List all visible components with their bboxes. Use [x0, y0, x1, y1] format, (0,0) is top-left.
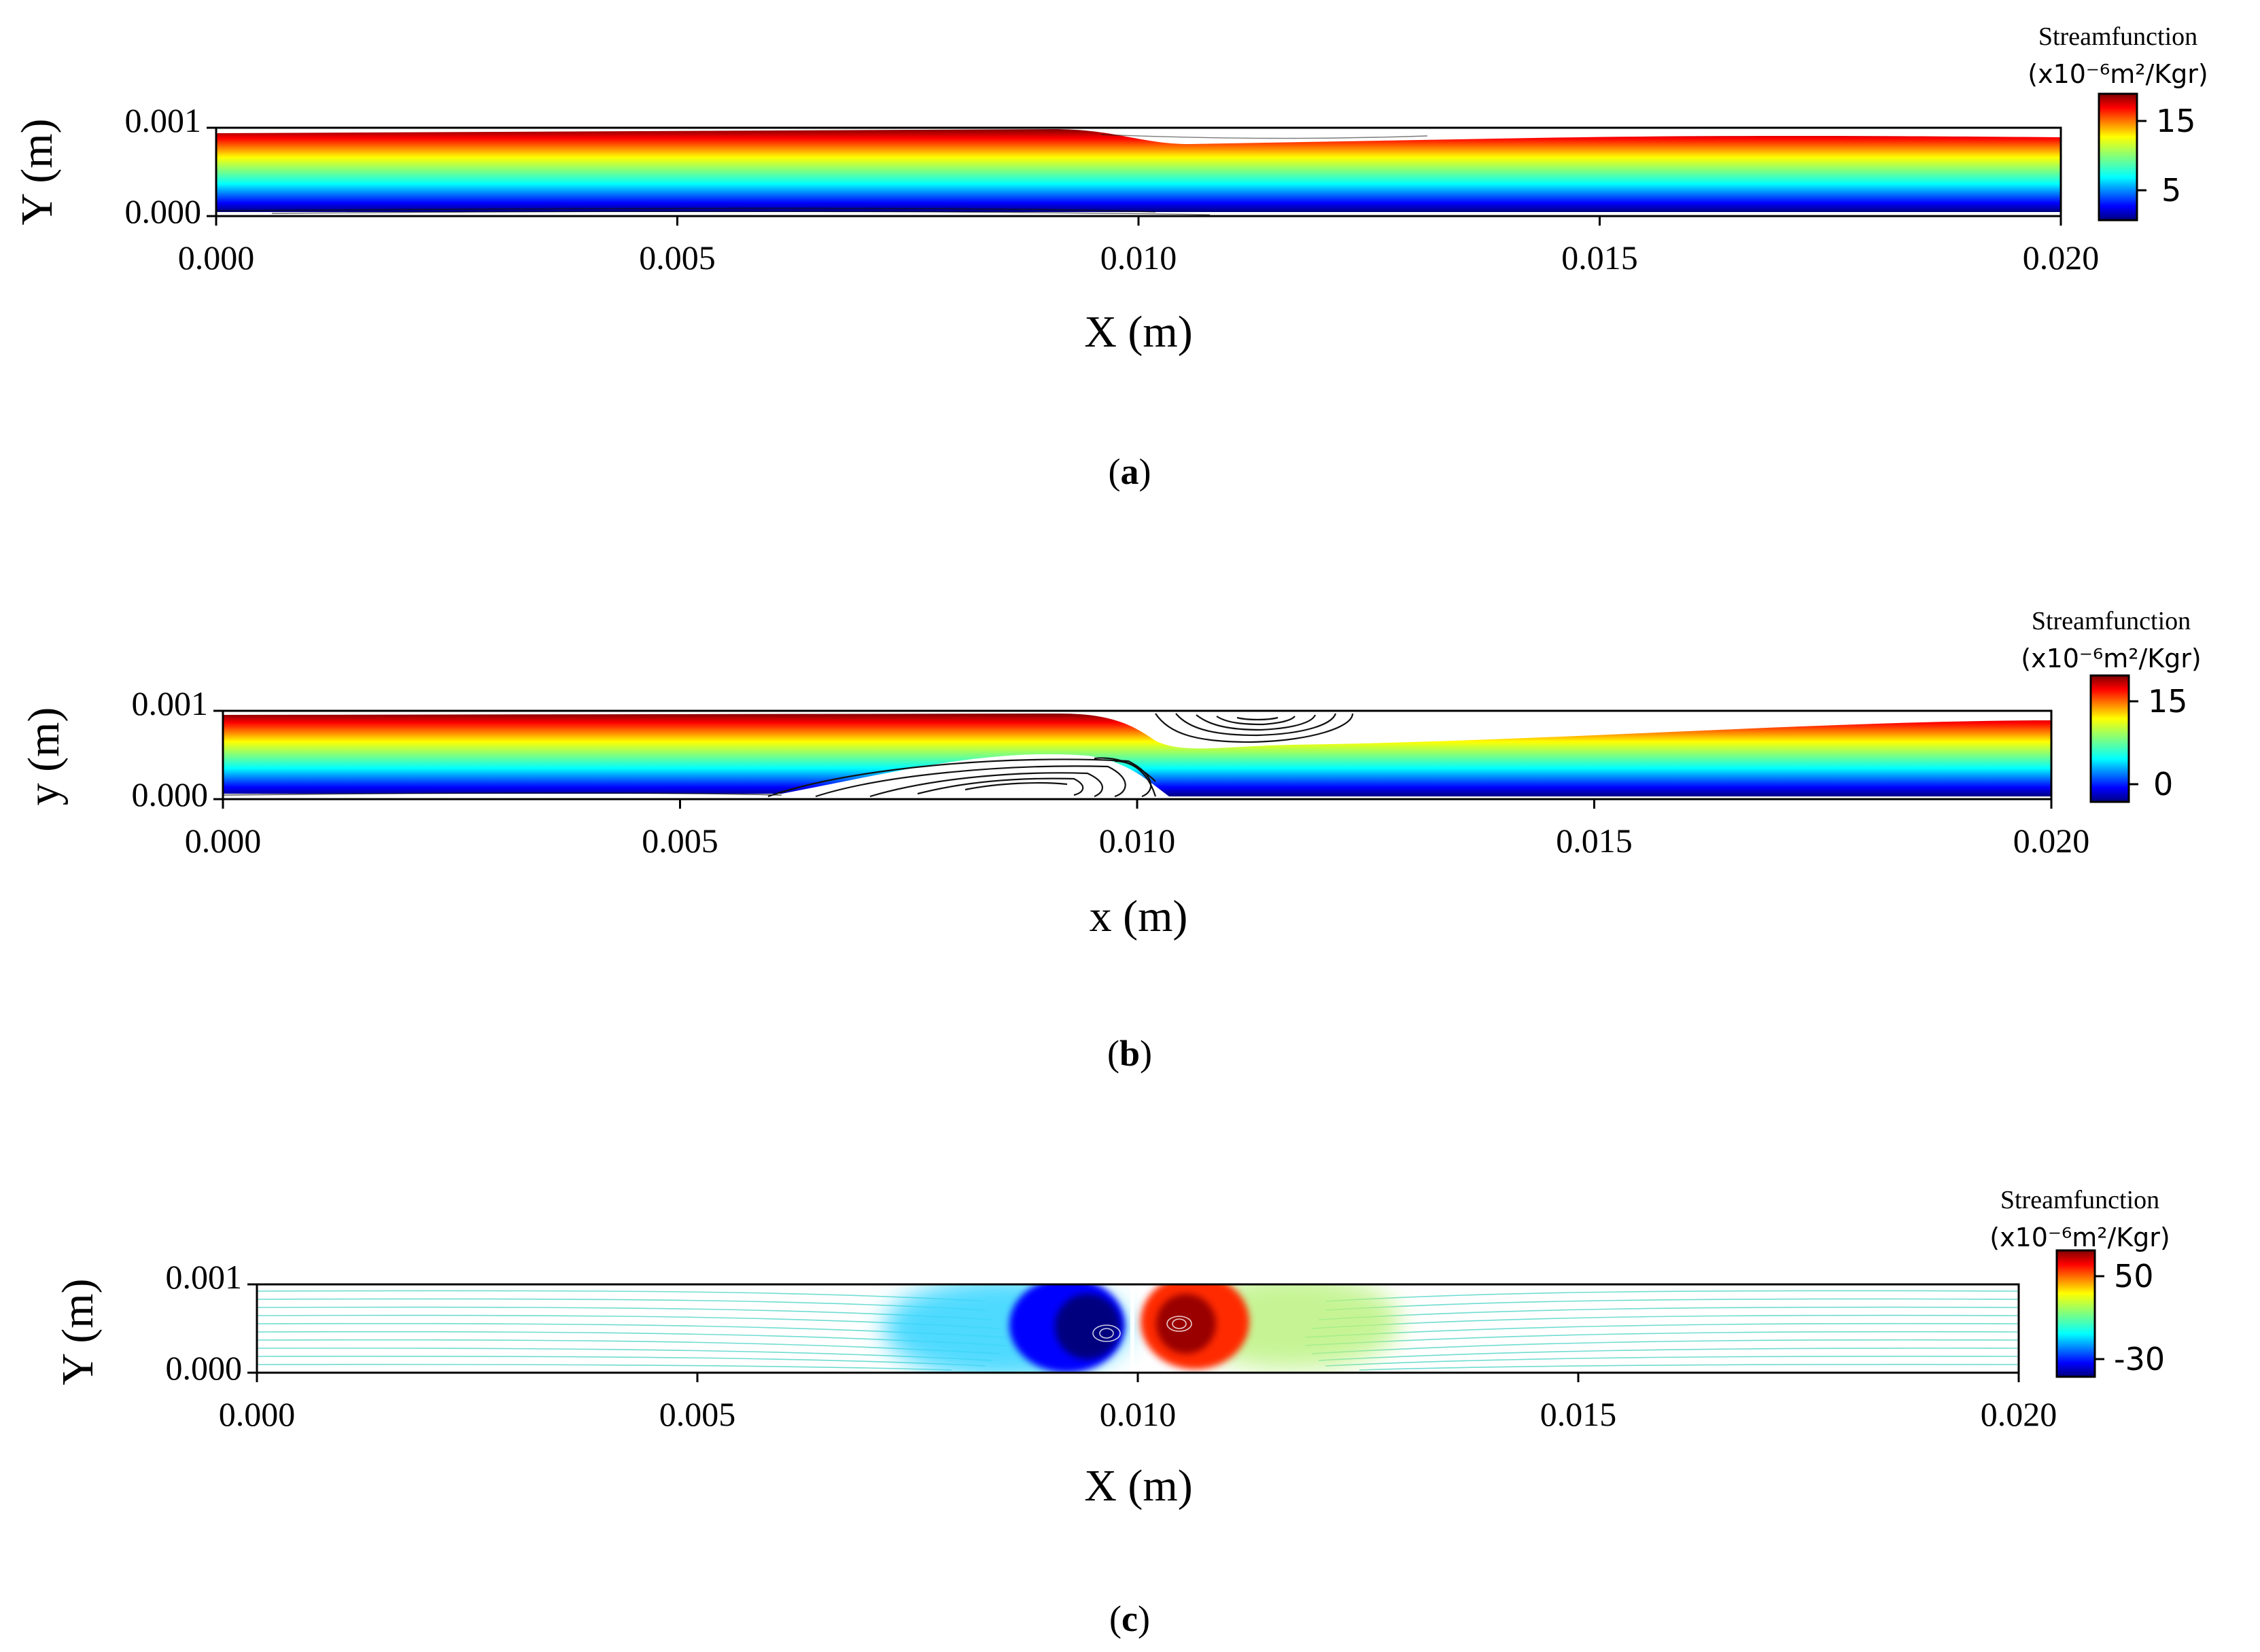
panel-c-colorbar-tick-low: -30 — [2114, 1341, 2165, 1377]
panel-c-x-ticks: 0.000 0.005 0.010 0.015 0.020 — [219, 1373, 2057, 1433]
panel-a-colorbar-units: (x10⁻⁶m²/Kgr) — [2028, 59, 2208, 89]
panel-c-colorbar-bar — [2055, 1249, 2096, 1378]
panel-b-streamline-bottom — [223, 792, 782, 796]
panel-c-x-axis-label: X (m) — [1084, 1461, 1192, 1511]
panel-a-y-ticks: 0.000 0.001 — [125, 101, 216, 230]
panel-c-x-tick-label: 0.000 — [219, 1395, 296, 1433]
panel-c-colorbar: Streamfunction (x10⁻⁶m²/Kgr) 50 -30 — [1989, 1186, 2170, 1378]
panel-b-y-tick-label: 0.001 — [132, 684, 209, 722]
panel-c-x-tick-label: 0.005 — [659, 1395, 736, 1433]
panel-b-x-tick-label: 0.015 — [1556, 822, 1633, 860]
panel-a-x-tick-label: 0.005 — [639, 239, 716, 277]
panel-a-colorbar-tick-high: 15 — [2156, 103, 2196, 139]
panel-b-vortex-top — [1155, 713, 1354, 743]
panel-b-x-axis-label: x (m) — [1090, 892, 1188, 941]
panel-b-vortex-bottom — [767, 757, 1157, 798]
panel-a-caption: (a) — [1109, 451, 1151, 492]
panel-a-colorbar-title: Streamfunction — [2038, 22, 2197, 51]
panel-a-x-tick-label: 0.000 — [178, 239, 255, 277]
panel-b-plot-area — [222, 709, 2053, 801]
panel-a-y-tick-label: 0.000 — [125, 192, 202, 230]
panel-b-colorbar-bar — [2089, 674, 2130, 803]
panel-a-y-axis-label: Y (m) — [12, 118, 62, 225]
panel-a: 0.000 0.005 0.010 0.015 0.020 0.000 0.001 X (… — [12, 22, 2208, 492]
panel-b-x-tick-label: 0.000 — [185, 822, 262, 860]
panel-b-colorbar-tick-low: 0 — [2153, 766, 2173, 803]
panel-b-y-axis-label: y (m) — [19, 707, 69, 806]
panel-c-colorbar-units: (x10⁻⁶m²/Kgr) — [1989, 1223, 2170, 1252]
panel-b-x-tick-label: 0.005 — [642, 822, 718, 860]
panel-c-x-tick-label: 0.020 — [1981, 1395, 2057, 1433]
panel-c-y-tick-label: 0.000 — [166, 1349, 243, 1387]
panel-b-x-tick-label: 0.020 — [2013, 822, 2090, 860]
panel-a-x-tick-label: 0.020 — [2023, 239, 2100, 277]
panel-c-y-tick-label: 0.001 — [166, 1258, 243, 1296]
panel-a-x-tick-label: 0.015 — [1561, 239, 1638, 277]
panel-b-caption: (b) — [1107, 1033, 1152, 1074]
panel-a-x-tick-label: 0.010 — [1100, 239, 1177, 277]
panel-b-y-tick-label: 0.000 — [132, 775, 209, 813]
panel-b-streamfunction-field — [223, 714, 2051, 796]
panel-a-colorbar-bar — [2098, 92, 2138, 222]
panel-b-y-ticks: 0.000 0.001 — [132, 684, 223, 813]
panel-b: 0.000 0.005 0.010 0.015 0.020 0.000 0.001 x (… — [19, 607, 2202, 1074]
panel-a-streamfunction-field — [216, 129, 2061, 212]
panel-a-colorbar-tick-low: 5 — [2161, 172, 2181, 209]
panel-a-y-tick-label: 0.001 — [125, 101, 202, 139]
panel-c-separation-line — [1130, 1284, 1134, 1373]
panel-c-colorbar-tick-high: 50 — [2114, 1258, 2154, 1295]
panel-a-streamline-bottom-2 — [271, 211, 1211, 215]
panel-b-x-ticks: 0.000 0.005 0.010 0.015 0.020 — [185, 799, 2090, 860]
panel-c-plot-area — [256, 1283, 2020, 1374]
panel-c-caption: (c) — [1109, 1598, 1150, 1639]
panel-b-colorbar: Streamfunction (x10⁻⁶m²/Kgr) 15 0 — [2021, 607, 2202, 803]
panel-c-background — [257, 1284, 2019, 1373]
panel-b-colorbar-tick-high: 15 — [2148, 683, 2188, 720]
panel-c-y-axis-label: Y (m) — [53, 1278, 103, 1385]
panel-a-colorbar: Streamfunction (x10⁻⁶m²/Kgr) 15 5 — [2028, 22, 2208, 222]
panel-a-x-ticks: 0.000 0.005 0.010 0.015 0.020 — [178, 216, 2100, 277]
panel-c-vortex-contours — [1092, 1316, 1192, 1342]
panel-a-streamline-top — [1100, 134, 1428, 139]
panel-a-streamline-bottom — [216, 207, 1156, 213]
panel-a-x-axis-label: X (m) — [1084, 307, 1192, 357]
panel-b-colorbar-units: (x10⁻⁶m²/Kgr) — [2021, 644, 2202, 673]
panel-a-plot-area — [215, 126, 2062, 217]
panel-b-colorbar-title: Streamfunction — [2032, 607, 2191, 635]
panel-c: 0.000 0.005 0.010 0.015 0.020 0.000 0.001 X (… — [53, 1186, 2170, 1639]
panel-c-x-tick-label: 0.015 — [1540, 1395, 1617, 1433]
panel-c-y-ticks: 0.000 0.001 — [166, 1258, 257, 1387]
panel-c-colorbar-title: Streamfunction — [2000, 1186, 2159, 1214]
panel-c-x-tick-label: 0.010 — [1100, 1395, 1177, 1433]
panel-b-x-tick-label: 0.010 — [1099, 822, 1176, 860]
